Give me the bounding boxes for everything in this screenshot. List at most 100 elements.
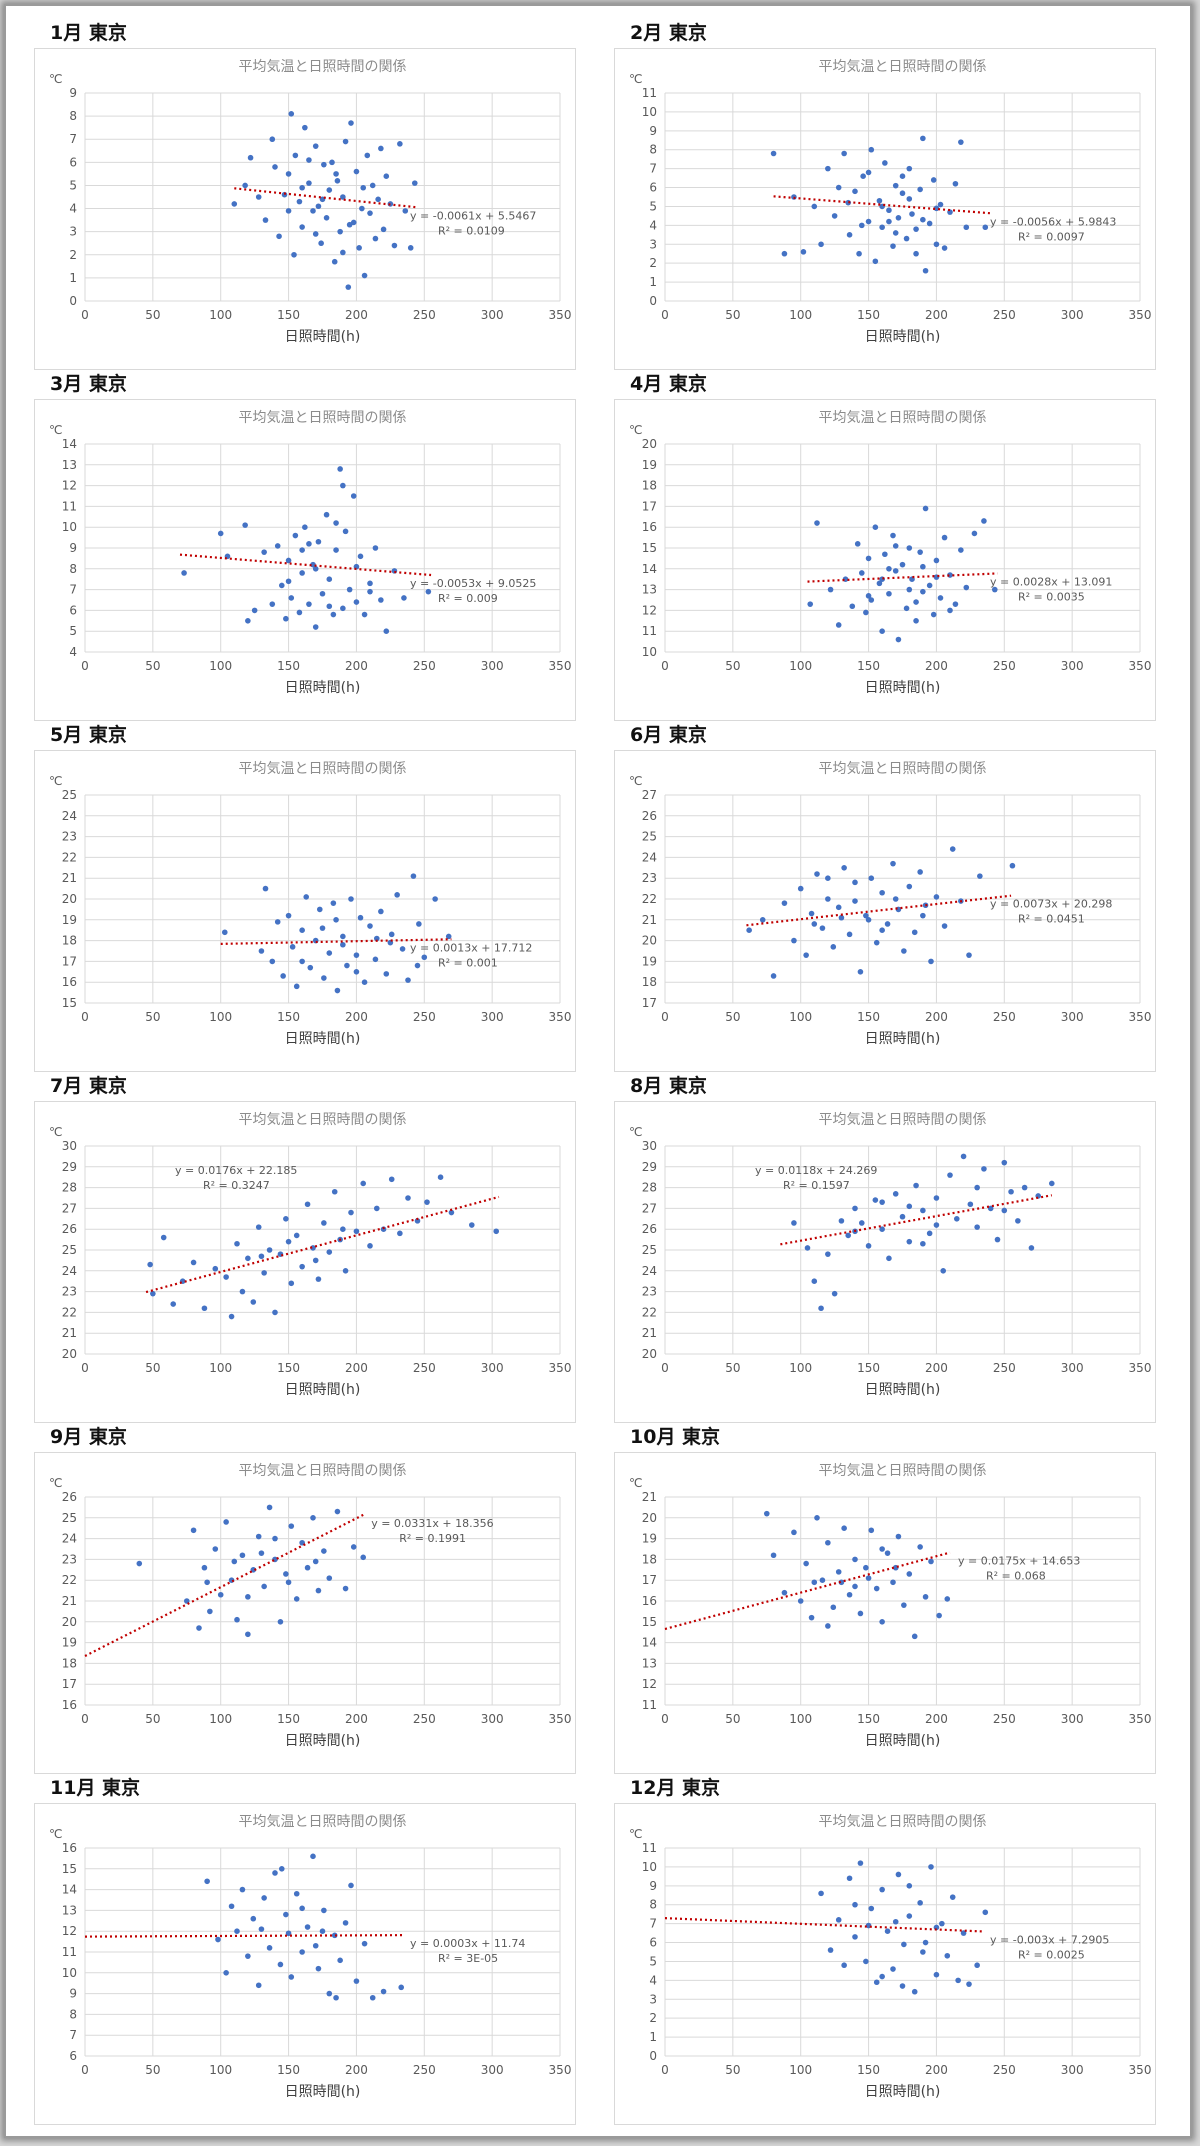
data-point bbox=[892, 896, 899, 902]
data-point bbox=[310, 561, 316, 568]
x-tick-label: 100 bbox=[209, 1361, 232, 1375]
data-point bbox=[913, 1182, 919, 1189]
data-point bbox=[852, 1556, 858, 1563]
data-point bbox=[890, 860, 896, 867]
x-tick-label: 350 bbox=[1129, 659, 1152, 673]
data-point bbox=[955, 1977, 961, 1984]
data-point bbox=[278, 582, 285, 589]
data-point bbox=[326, 1990, 333, 1997]
y-tick-label: 13 bbox=[642, 583, 657, 597]
data-point bbox=[288, 595, 295, 601]
y-tick-label: 23 bbox=[62, 830, 77, 844]
data-point bbox=[299, 958, 305, 965]
data-point bbox=[858, 1220, 865, 1226]
chart-area: 平均気温と日照時間の関係 ℃ 0 50 100 150 200 250 300 350 11 12 13… bbox=[614, 1452, 1156, 1774]
data-point bbox=[299, 1905, 305, 1912]
data-point bbox=[239, 1288, 246, 1295]
y-tick-label: 12 bbox=[62, 1924, 77, 1938]
y-tick-label: 22 bbox=[642, 1305, 657, 1319]
x-tick-label: 100 bbox=[209, 1010, 232, 1024]
data-point bbox=[190, 1259, 197, 1266]
data-point bbox=[879, 224, 885, 231]
y-tick-label: 6 bbox=[649, 181, 657, 195]
data-point bbox=[863, 1958, 869, 1965]
data-point bbox=[291, 251, 297, 258]
data-point bbox=[835, 622, 842, 628]
data-point bbox=[899, 1213, 906, 1220]
data-point bbox=[334, 1508, 341, 1515]
x-tick-label: 200 bbox=[925, 659, 948, 673]
data-point bbox=[825, 165, 831, 172]
data-point bbox=[245, 1255, 251, 1262]
data-point bbox=[876, 197, 883, 204]
data-point bbox=[272, 1535, 278, 1542]
data-point bbox=[445, 933, 452, 940]
data-point bbox=[326, 1249, 333, 1255]
trendline-r2: R² = 0.1991 bbox=[399, 1532, 466, 1545]
data-point bbox=[217, 530, 224, 537]
data-point bbox=[933, 1222, 940, 1228]
trendline-equation: y = 0.0013x + 17.712 bbox=[410, 941, 532, 954]
data-point bbox=[858, 222, 865, 229]
data-point bbox=[356, 245, 362, 251]
data-point bbox=[215, 1936, 221, 1943]
data-point bbox=[293, 1596, 300, 1602]
y-tick-label: 9 bbox=[649, 1879, 657, 1893]
data-point bbox=[310, 1515, 316, 1521]
y-tick-label: 25 bbox=[62, 1511, 77, 1525]
data-point bbox=[849, 603, 856, 610]
data-point bbox=[808, 910, 815, 917]
data-point bbox=[818, 1305, 824, 1312]
data-point bbox=[360, 1554, 367, 1561]
data-point bbox=[333, 1994, 339, 2001]
data-point bbox=[245, 618, 251, 624]
data-point bbox=[879, 1619, 885, 1625]
data-point bbox=[414, 1218, 421, 1224]
data-point bbox=[348, 1209, 354, 1216]
y-tick-label: 0 bbox=[649, 2049, 657, 2063]
x-tick-label: 50 bbox=[725, 1010, 740, 1024]
scatter-chart-svg: 平均気温と日照時間の関係 ℃ 0 50 100 150 200 250 300 350 11 12 13… bbox=[629, 1463, 1151, 1749]
y-tick-label: 17 bbox=[62, 1677, 77, 1691]
data-point bbox=[340, 1226, 346, 1232]
chart-panel-apr: 4月 東京 平均気温と日照時間の関係 ℃ 0 50 100 150 200 250 300 350 1… bbox=[602, 369, 1192, 724]
panel-title: 9月 東京 bbox=[50, 1426, 127, 1448]
data-point bbox=[879, 1886, 885, 1893]
data-point bbox=[911, 1633, 918, 1640]
data-point bbox=[353, 952, 360, 958]
data-point bbox=[879, 889, 885, 896]
data-point bbox=[922, 267, 929, 274]
chart-title: 平均気温と日照時間の関係 bbox=[239, 761, 407, 777]
data-point bbox=[1009, 862, 1016, 869]
data-point bbox=[917, 869, 923, 875]
trendline bbox=[84, 1513, 364, 1657]
data-point bbox=[939, 1920, 945, 1927]
y-tick-label: 28 bbox=[642, 1181, 657, 1195]
x-tick-label: 50 bbox=[725, 308, 740, 322]
data-point bbox=[960, 1153, 967, 1160]
panel-title: 3月 東京 bbox=[50, 373, 127, 395]
x-tick-label: 250 bbox=[413, 1712, 436, 1726]
data-point bbox=[261, 1270, 267, 1276]
data-point bbox=[326, 576, 333, 582]
data-point bbox=[315, 1965, 322, 1972]
data-point bbox=[292, 152, 299, 159]
data-point bbox=[982, 224, 989, 231]
x-tick-label: 300 bbox=[481, 1712, 504, 1726]
data-point bbox=[868, 1905, 875, 1912]
y-tick-label: 10 bbox=[62, 520, 77, 534]
data-point bbox=[963, 584, 970, 591]
data-point bbox=[296, 609, 303, 616]
x-tick-label: 200 bbox=[925, 2063, 948, 2077]
data-point bbox=[882, 160, 888, 166]
data-point bbox=[852, 1901, 858, 1908]
y-tick-label: 25 bbox=[62, 1243, 77, 1257]
data-point bbox=[315, 203, 322, 210]
data-point bbox=[333, 171, 339, 177]
data-point bbox=[228, 1313, 235, 1320]
x-tick-label: 100 bbox=[789, 1712, 812, 1726]
data-point bbox=[292, 532, 299, 539]
data-point bbox=[337, 228, 343, 235]
x-tick-label: 250 bbox=[413, 1010, 436, 1024]
data-point bbox=[865, 917, 872, 923]
